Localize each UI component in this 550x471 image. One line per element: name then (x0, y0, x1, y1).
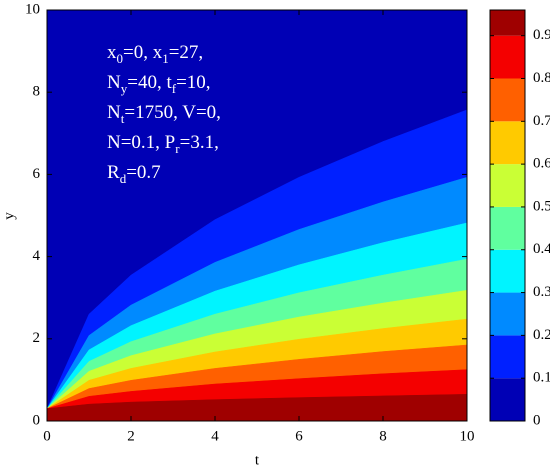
x-tick-label: 8 (379, 428, 387, 444)
colorbar-band (490, 206, 525, 250)
colorbar-tick-label: 0 (533, 412, 541, 428)
annotation-subscript: t (121, 111, 125, 126)
y-tick-label: 6 (33, 166, 41, 182)
annotation-subscript: f (172, 81, 177, 96)
colorbar-tick-label: 0.7 (533, 113, 550, 129)
plot-area (46, 10, 468, 422)
x-tick-label: 10 (460, 428, 475, 444)
annotation-text: N (107, 102, 121, 123)
annotation-text: =10, (176, 72, 210, 93)
annotation-text: x (107, 42, 117, 63)
colorbar-band (490, 10, 525, 36)
colorbar-band (490, 292, 525, 336)
axes-frame (46, 9, 468, 422)
colorbar-tick-label: 0.5 (533, 198, 550, 214)
colorbar-band (490, 78, 525, 122)
y-tick-label: 0 (33, 412, 41, 428)
annotation: N=0.1, Pr=3.1, (107, 132, 219, 156)
x-tick-label: 4 (211, 428, 219, 444)
y-tick-label: 4 (33, 248, 41, 264)
annotation-text: =0.7 (126, 162, 160, 183)
colorbar-tick-label: 0.2 (533, 327, 550, 343)
colorbar-tick-label: 0.9 (533, 27, 550, 43)
colorbar-frame (489, 9, 526, 422)
y-tick-label: 8 (33, 84, 41, 100)
colorbar-tick-label: 0.4 (533, 241, 550, 257)
annotation-text: N=0.1, P (107, 132, 175, 153)
annotation-text: =3.1, (180, 132, 219, 153)
x-tick-label: 2 (127, 428, 135, 444)
x-tick-label: 0 (43, 428, 51, 444)
annotation-text: =1750, V=0, (124, 102, 221, 123)
colorbar-band (490, 378, 525, 421)
annotation-text: R (107, 162, 120, 183)
annotation-text: =27, (169, 42, 203, 63)
colorbar-tick-label: 0.3 (533, 284, 550, 300)
annotation-subscript: y (121, 81, 128, 96)
annotation-text: =0, x (123, 42, 163, 63)
colorbar-tick-label: 0.1 (533, 370, 550, 386)
annotation: Ny=40, tf=10, (107, 72, 211, 96)
colorbar-band (490, 249, 525, 293)
y-tick-label: 2 (33, 330, 41, 346)
y-tick-label: 10 (25, 1, 40, 17)
colorbar-band (490, 164, 525, 207)
y-axis-label: y (1, 212, 17, 220)
colorbar-band (490, 121, 525, 165)
colorbar-tick-label: 0.6 (533, 156, 550, 172)
annotation-text: N (107, 72, 121, 93)
annotation: Nt=1750, V=0, (107, 102, 221, 126)
colorbar-tick-label: 0.8 (533, 70, 550, 86)
annotation-subscript: 0 (117, 51, 124, 66)
annotation-subscript: d (120, 171, 127, 186)
annotation: x0=0, x1=27, (107, 42, 203, 66)
annotation: Rd=0.7 (107, 162, 161, 186)
annotation-subscript: 1 (162, 51, 169, 66)
annotation-subscript: r (175, 141, 180, 156)
annotation-text: =40, t (127, 72, 172, 93)
x-tick-label: 6 (295, 428, 303, 444)
colorbar-band (490, 335, 525, 379)
colorbar-band (490, 35, 525, 79)
x-axis-label: t (255, 452, 260, 468)
